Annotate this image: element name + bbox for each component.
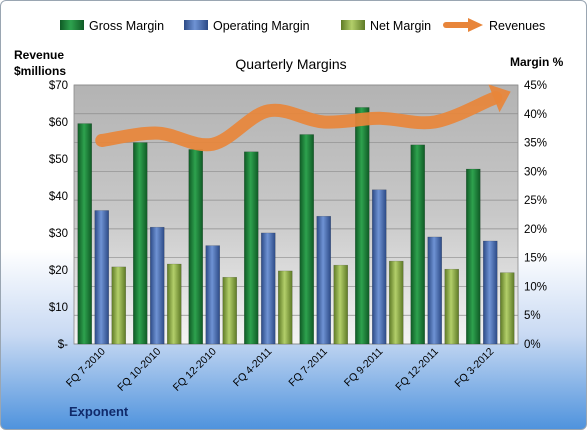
bar-operating-margin [150, 226, 165, 345]
y-left-label-line1: Revenue [14, 48, 64, 62]
bar-net-margin [222, 276, 237, 345]
x-category-label: FQ 12-2010 [171, 346, 219, 394]
bar-operating-margin [372, 189, 387, 345]
bar-gross-margin [133, 142, 148, 345]
y-left-tick-label: $40 [49, 191, 68, 203]
x-category-label: FQ 4-2011 [231, 346, 275, 390]
y-left-tick-label: $- [58, 339, 68, 351]
revenue-line [95, 84, 511, 152]
bar-net-margin [111, 266, 126, 345]
legend-swatch-operating-margin [184, 20, 208, 30]
y-left-tick-label: $30 [49, 228, 68, 240]
x-category-label: FQ 7-2010 [64, 346, 108, 390]
y-right-tick-label: 15% [524, 253, 547, 265]
y-left-ticks: $- $10 $20 $30 $40 $50 $60 $70 [49, 80, 68, 351]
x-category-label: FQ 7-2011 [286, 346, 330, 390]
bar-gross-margin [466, 168, 481, 345]
bar-net-margin [500, 272, 515, 345]
y-right-tick-label: 10% [524, 281, 547, 293]
y-right-tick-label: 5% [524, 310, 541, 322]
legend-label-revenues: Revenues [489, 19, 545, 33]
bar-operating-margin [205, 245, 220, 345]
bar-gross-margin [244, 151, 259, 345]
y-right-ticks: 0% 5% 10% 15% 20% 25% 30% 35% 40% 45% [524, 80, 547, 351]
bar-net-margin [389, 260, 404, 345]
bar-operating-margin [427, 236, 442, 345]
bar-gross-margin [77, 123, 92, 345]
bar-series [77, 107, 515, 345]
revenue-arrowhead [488, 84, 511, 113]
x-category-labels: FQ 7-2010 FQ 10-2010 FQ 12-2010 FQ 4-2011 FQ… [64, 346, 497, 394]
y-left-tick-label: $50 [49, 154, 68, 166]
bar-operating-margin [316, 215, 331, 345]
x-category-label: FQ 12-2011 [393, 346, 441, 394]
x-category-label: FQ 9-2011 [342, 346, 386, 390]
y-right-tick-label: 35% [524, 138, 547, 150]
y-right-tick-label: 20% [524, 224, 547, 236]
legend-label-net-margin: Net Margin [370, 19, 431, 33]
y-left-tick-label: $10 [49, 302, 68, 314]
legend-swatch-net-margin [341, 20, 365, 30]
chart-title: Quarterly Margins [235, 56, 346, 72]
legend-label-operating-margin: Operating Margin [213, 19, 310, 33]
bar-operating-margin [94, 210, 109, 345]
y-right-tick-label: 0% [524, 339, 541, 351]
legend-swatch-revenues [443, 18, 483, 32]
x-category-label: FQ 3-2012 [452, 346, 496, 390]
y-right-tick-label: 30% [524, 166, 547, 178]
y-left-label-line2: $millions [14, 64, 66, 78]
bar-net-margin [278, 270, 293, 345]
x-category-label: FQ 10-2010 [115, 346, 163, 394]
footer-brand: Exponent [69, 404, 129, 419]
bar-gross-margin [355, 107, 370, 345]
y-right-label: Margin % [510, 55, 564, 69]
bar-operating-margin [483, 240, 498, 345]
bar-gross-margin [299, 134, 314, 345]
bar-net-margin [444, 268, 459, 345]
legend-swatch-gross-margin [60, 20, 84, 30]
revenue-line-path [95, 91, 503, 152]
y-left-tick-label: $20 [49, 265, 68, 277]
y-right-tick-label: 25% [524, 195, 547, 207]
y-left-tick-label: $70 [49, 80, 68, 92]
legend: Gross Margin Operating Margin Net Margin… [60, 18, 545, 33]
y-left-tick-label: $60 [49, 117, 68, 129]
y-right-tick-label: 40% [524, 109, 547, 121]
bar-operating-margin [261, 232, 276, 345]
bar-net-margin [333, 264, 348, 345]
legend-label-gross-margin: Gross Margin [89, 19, 164, 33]
bar-net-margin [167, 263, 182, 345]
bar-gross-margin [410, 144, 425, 345]
bar-gross-margin [188, 149, 203, 345]
y-right-tick-label: 45% [524, 80, 547, 92]
